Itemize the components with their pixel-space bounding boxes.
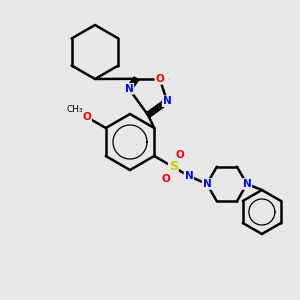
Text: N: N bbox=[202, 179, 211, 189]
Text: CH₃: CH₃ bbox=[66, 106, 83, 115]
Text: N: N bbox=[184, 171, 193, 181]
Text: O: O bbox=[162, 174, 171, 184]
Text: O: O bbox=[155, 74, 164, 84]
Text: S: S bbox=[169, 160, 178, 173]
Text: O: O bbox=[176, 150, 185, 160]
Text: O: O bbox=[82, 112, 91, 122]
Text: N: N bbox=[242, 179, 251, 189]
Text: N: N bbox=[163, 96, 171, 106]
Text: N: N bbox=[124, 84, 134, 94]
